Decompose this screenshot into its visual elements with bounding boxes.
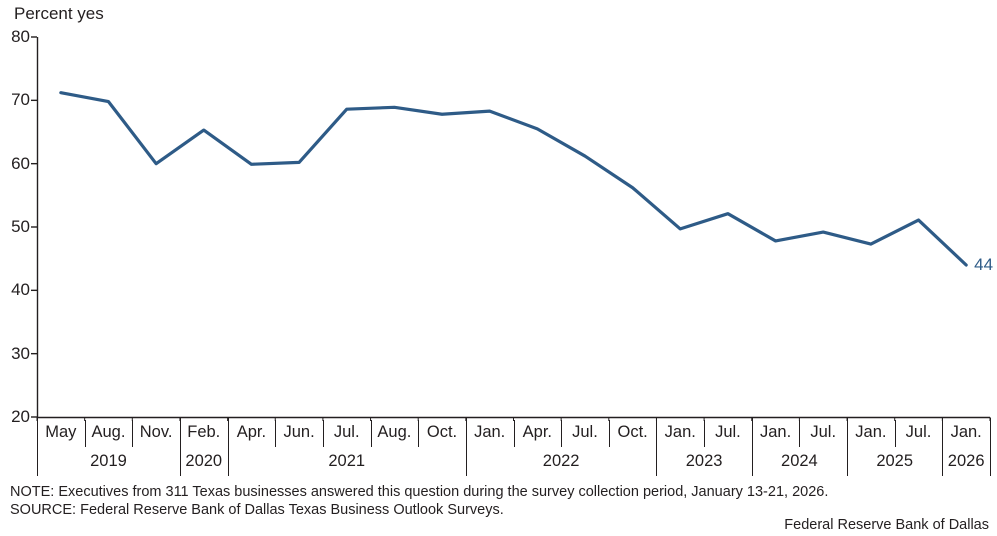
y-tick-label: 70 [11,90,30,110]
x-axis-month-label: Jul. [572,423,598,441]
x-axis-month-label: Jan. [950,423,982,441]
chart-axes [36,37,990,419]
y-axis-tick-marks [31,36,37,418]
x-axis-month-label: Jul. [333,423,360,441]
x-axis-month-divider [275,420,277,447]
y-tick-label: 50 [11,217,30,236]
end-value-label: 44 [974,255,994,274]
x-axis-month-label: Jan. [759,423,792,441]
x-axis-month-divider [894,420,896,447]
x-axis-month-label: Oct. [617,423,648,441]
x-axis-month-divider [418,420,420,447]
x-axis-month-divider [513,420,515,447]
x-axis-month-label: Apr. [522,423,552,441]
y-tick-label: 40 [11,280,30,300]
x-axis-year-label: 2022 [542,452,580,470]
x-axis-year-divider [847,418,849,476]
x-axis-month-divider [322,420,324,447]
x-axis-year-divider [942,418,944,476]
note-text: NOTE: Executives from 311 Texas business… [10,484,829,500]
x-axis-year-label: 2026 [947,452,985,470]
x-axis-year-label: 2021 [328,452,366,470]
brand-text: Federal Reserve Bank of Dallas [784,517,989,533]
x-axis-labels: May Aug. Nov. Feb. Apr. Jun. Jul. Aug. Oct. Jan. A… [37,418,991,476]
x-axis-month-divider [370,420,372,447]
x-axis-year-label: 2023 [685,452,723,470]
y-axis-label: Percent yes [14,4,104,23]
y-tick-label: 30 [11,343,30,363]
source-text: SOURCE: Federal Reserve Bank of Dallas T… [10,502,504,518]
x-axis-month-label: Jul. [715,423,741,441]
x-axis-month-divider [704,420,706,447]
x-axis-month-label: Jan. [664,423,696,441]
x-axis-month-label: Aug. [377,423,412,441]
x-axis-month-label: Jan. [855,423,887,441]
x-axis-year-label: 2019 [90,452,127,470]
x-axis-month-divider [799,420,801,447]
x-axis-month-label: Nov. [139,423,173,441]
x-axis-month-label: Feb. [187,423,221,441]
x-axis-month-label: Jul. [905,423,932,441]
x-axis-year-divider [656,418,658,476]
y-tick-label: 60 [11,153,30,173]
chart-footnotes: NOTE: Executives from 311 Texas business… [10,483,987,519]
x-axis-year-divider [751,418,753,476]
y-tick-label: 80 [11,27,30,46]
x-axis-month-divider [132,420,134,447]
y-tick-label: 20 [11,407,30,426]
x-axis-month-label: Jun. [283,423,315,441]
x-axis-year-label: 2025 [876,452,914,470]
x-axis-month-label: Jul. [810,423,837,441]
data-series-line [59,91,968,267]
x-axis-month-label: Jan. [474,423,506,441]
x-axis-month-divider [561,420,563,447]
x-axis-year-label: 2020 [185,452,223,470]
x-axis-month-label: Oct. [426,423,458,441]
x-axis-year-divider [227,418,229,476]
x-axis-year-divider [37,418,38,476]
x-axis-year-divider [990,418,991,476]
x-axis-year-divider [179,418,181,476]
x-axis-month-label: Apr. [236,423,267,441]
x-axis-month-label: May [45,423,77,441]
x-axis-year-divider [465,418,467,476]
x-axis-month-divider [84,420,86,447]
x-axis-year-label: 2024 [781,452,818,470]
x-axis-month-label: Aug. [91,423,126,441]
x-axis-month-divider [608,420,610,447]
